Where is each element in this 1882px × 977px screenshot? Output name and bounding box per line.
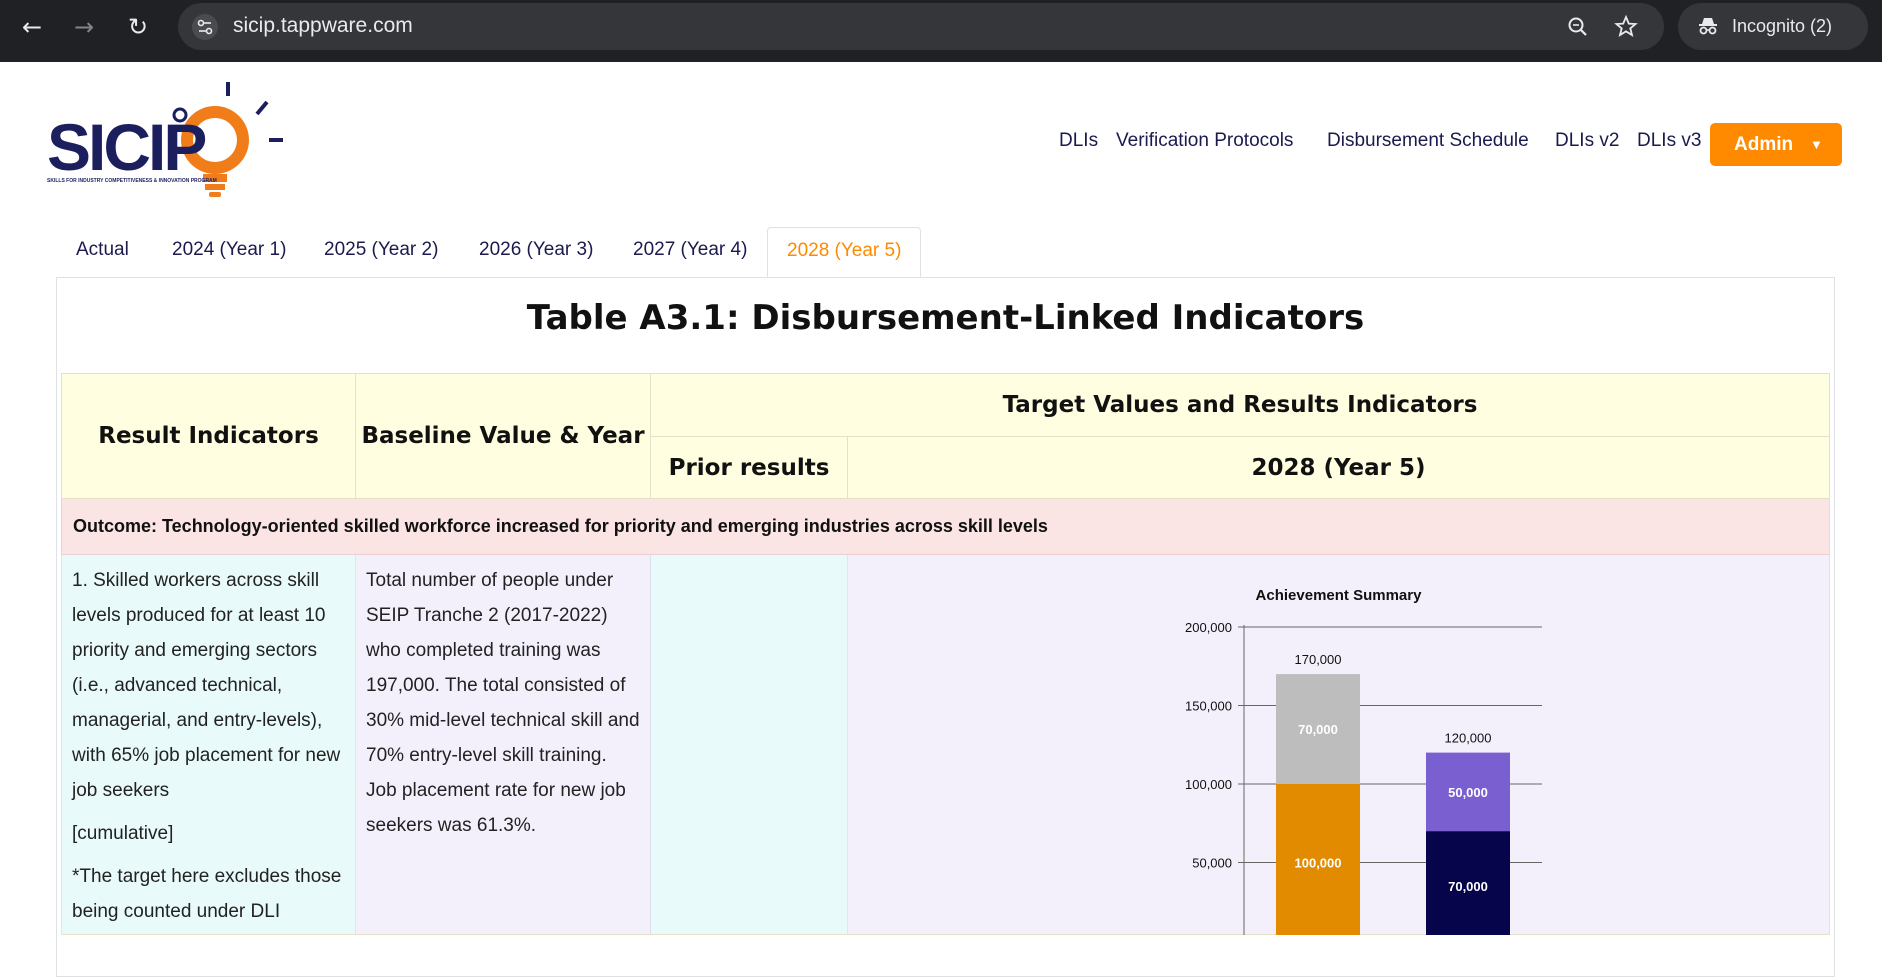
tab-2028[interactable]: 2028 (Year 5) — [767, 227, 922, 277]
incognito-label: Incognito (2) — [1732, 16, 1833, 36]
tab-2026[interactable]: 2026 (Year 3) — [479, 239, 594, 260]
header-year-column: 2028 (Year 5) — [848, 437, 1830, 499]
browser-toolbar: ← → ↻ sicip.tappware.com — [0, 0, 1882, 62]
header-baseline: Baseline Value & Year — [356, 373, 651, 499]
page-title: Table A3.1: Disbursement-Linked Indicato… — [526, 298, 1365, 338]
tab-actual[interactable]: Actual — [76, 239, 129, 260]
bar-segment — [1426, 831, 1510, 935]
baseline-text: Total number of people under SEIP Tranch… — [366, 570, 640, 836]
incognito-indicator[interactable]: Incognito (2) — [1678, 3, 1868, 50]
achievement-chart: 200,000 150,000 100,000 50,000 100,000 70,000… — [1185, 620, 1542, 935]
header-result-indicators: Result Indicators — [61, 373, 356, 499]
y-tick-label: 100,000 — [1185, 777, 1232, 792]
nav-dlis[interactable]: DLIs — [1059, 130, 1099, 151]
baseline-cell: Total number of people under SEIP Tranch… — [356, 555, 651, 935]
address-bar[interactable]: sicip.tappware.com — [178, 3, 1664, 50]
bar-total-label: 170,000 — [1295, 652, 1342, 667]
back-icon[interactable]: ← — [21, 13, 43, 41]
bar-segment-label: 50,000 — [1448, 785, 1488, 800]
nav-verification-protocols[interactable]: Verification Protocols — [1116, 130, 1294, 151]
url-text[interactable]: sicip.tappware.com — [233, 14, 413, 37]
y-tick-label: 200,000 — [1185, 620, 1232, 635]
indicator-tag: [cumulative] — [72, 823, 174, 844]
svg-text:SICIP: SICIP — [47, 110, 205, 184]
sicip-logo[interactable]: SICIP SKILLS FOR INDUSTRY COMPETITIVENES… — [45, 82, 285, 210]
forward-icon[interactable]: → — [73, 13, 95, 41]
nav-dlis-v2[interactable]: DLIs v2 — [1555, 130, 1620, 151]
bookmark-star-icon[interactable] — [1612, 13, 1640, 41]
header-prior-results: Prior results — [651, 437, 848, 499]
bar-segment — [1426, 752, 1510, 832]
bar-segment-label: 70,000 — [1448, 879, 1488, 894]
bar-segment-label: 70,000 — [1298, 722, 1338, 737]
incognito-icon — [1696, 15, 1720, 41]
y-tick-label: 50,000 — [1192, 856, 1232, 871]
chevron-down-icon: ▼ — [1810, 137, 1823, 152]
indicator-cell: 1. Skilled workers across skill levels p… — [61, 555, 356, 935]
header-target-values: Target Values and Results Indicators — [651, 373, 1830, 437]
admin-dropdown-button[interactable]: Admin ▼ — [1710, 123, 1842, 166]
svg-text:SKILLS FOR INDUSTRY COMPETITIV: SKILLS FOR INDUSTRY COMPETITIVENESS & IN… — [47, 178, 217, 184]
chart-cell: Achievement Summary 200,000 150,000 100,00… — [848, 555, 1830, 935]
site-info-icon[interactable] — [192, 14, 218, 40]
main-nav: DLIs Verification Protocols Disbursement… — [0, 130, 1882, 160]
y-tick-label: 150,000 — [1185, 699, 1232, 714]
zoom-icon[interactable] — [1564, 13, 1592, 41]
nav-disbursement-schedule[interactable]: Disbursement Schedule — [1327, 130, 1529, 151]
bar-segment — [1276, 784, 1360, 935]
nav-dlis-v3[interactable]: DLIs v3 — [1637, 130, 1702, 151]
tab-2027[interactable]: 2027 (Year 4) — [633, 239, 748, 260]
bar-total-label: 120,000 — [1445, 731, 1492, 746]
outcome-row: Outcome: Technology-oriented skilled wor… — [61, 499, 1830, 555]
bar-segment — [1276, 674, 1360, 784]
reload-icon[interactable]: ↻ — [127, 13, 149, 41]
prior-results-cell — [651, 555, 848, 935]
admin-label: Admin — [1734, 134, 1794, 155]
tab-2025[interactable]: 2025 (Year 2) — [324, 239, 439, 260]
tab-2024[interactable]: 2024 (Year 1) — [172, 239, 287, 260]
indicator-text: 1. Skilled workers across skill levels p… — [72, 570, 341, 801]
chart-title: Achievement Summary — [1255, 587, 1422, 604]
bar-segment-label: 100,000 — [1295, 856, 1342, 871]
indicator-note: *The target here excludes those being co… — [72, 866, 342, 922]
